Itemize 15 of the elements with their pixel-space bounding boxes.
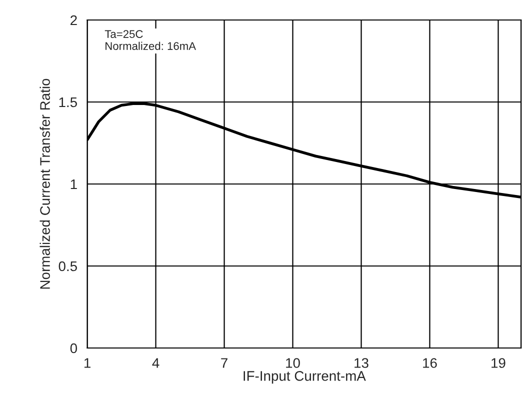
x-axis-title: IF-Input Current-mA xyxy=(244,371,366,384)
y-tick-label: 0.5 xyxy=(58,261,77,272)
x-tick-label: 10 xyxy=(286,358,300,368)
y-tick-label: 1 xyxy=(70,179,77,190)
x-tick-label: 13 xyxy=(354,358,368,368)
y-axis-title: Normalized Current Transfer Ratio xyxy=(40,78,50,289)
x-tick-label: 4 xyxy=(152,358,160,368)
x-tick-label: 7 xyxy=(221,358,228,368)
x-tick-label: 16 xyxy=(423,358,437,368)
y-tick-label: 1.5 xyxy=(59,97,77,108)
x-tick-label: 1 xyxy=(84,358,90,368)
y-tick-label: 0 xyxy=(70,343,78,354)
annotation: Ta=25C Normalized: 16mA xyxy=(104,30,196,50)
y-tick-label: 2 xyxy=(70,15,77,26)
x-tick-label: 19 xyxy=(492,358,506,368)
